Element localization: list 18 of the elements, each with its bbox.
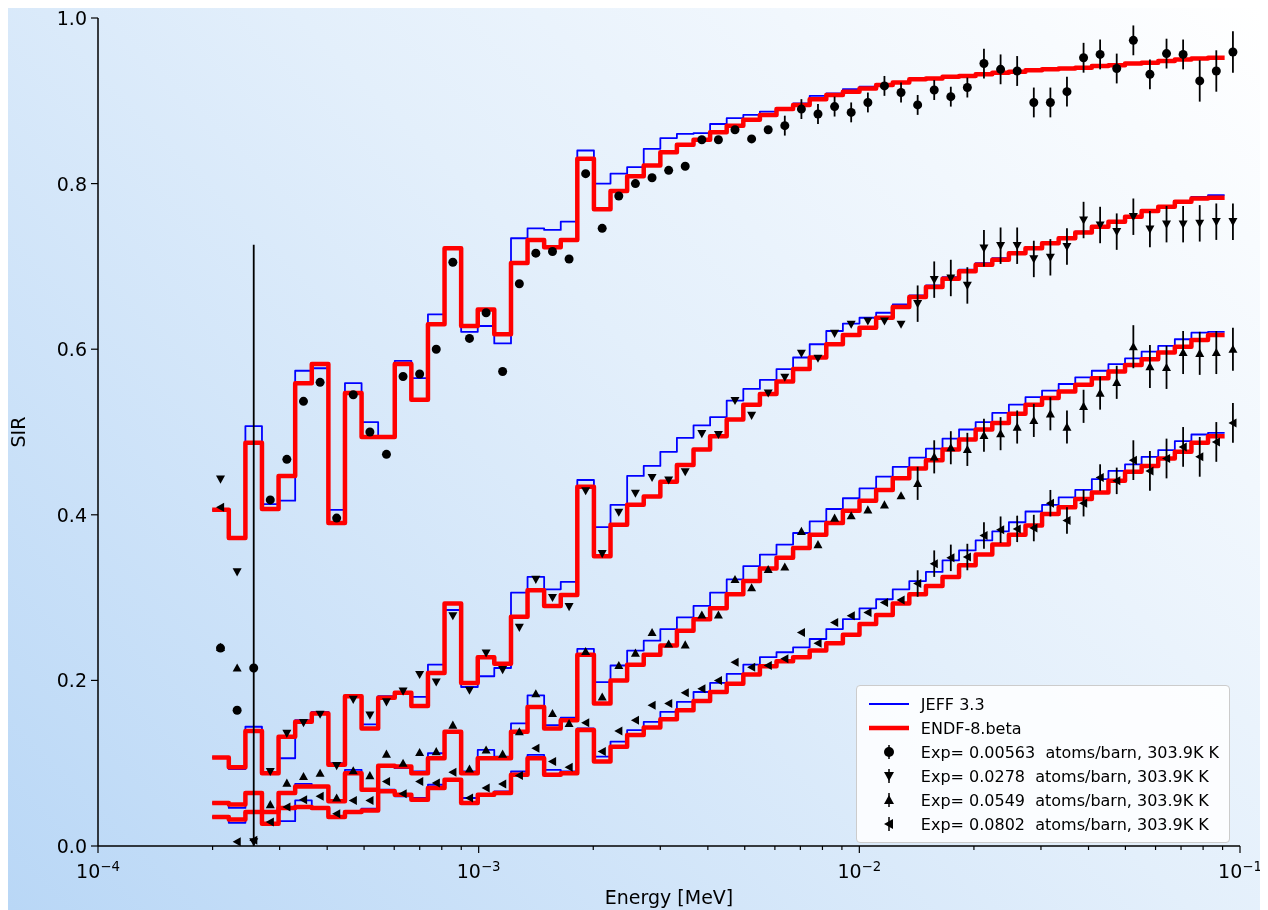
- y-tick-label: 0.8: [56, 172, 87, 195]
- y-tick-label: 1.0: [56, 7, 87, 29]
- x-tick-label: 10$^{−1}$: [1218, 858, 1262, 882]
- x-tick-label: 10$^{−4}$: [76, 858, 120, 882]
- legend-label: Exp= 0.0802 atoms/barn, 303.9K K: [920, 814, 1209, 834]
- y-tick-label: 0.0: [56, 835, 87, 857]
- x-tick-label: 10$^{−2}$: [837, 858, 882, 882]
- legend-label: ENDF-8.beta: [920, 718, 1022, 738]
- legend-label: JEFF 3.3: [920, 694, 985, 714]
- y-tick-label: 0.4: [56, 503, 87, 526]
- y-tick-label: 0.2: [56, 669, 87, 692]
- legend-label: Exp= 0.0278 atoms/barn, 303.9K K: [920, 766, 1209, 786]
- y-tick-label: 0.6: [56, 338, 87, 361]
- x-tick-label: 10$^{−3}$: [456, 858, 501, 882]
- legend-label: Exp= 0.0549 atoms/barn, 303.9K K: [920, 790, 1209, 810]
- x-axis-title: Energy [MeV]: [604, 886, 734, 908]
- legend-label: Exp= 0.00563 atoms/barn, 303.9K K: [920, 742, 1219, 762]
- y-axis-title: SIR: [6, 416, 29, 448]
